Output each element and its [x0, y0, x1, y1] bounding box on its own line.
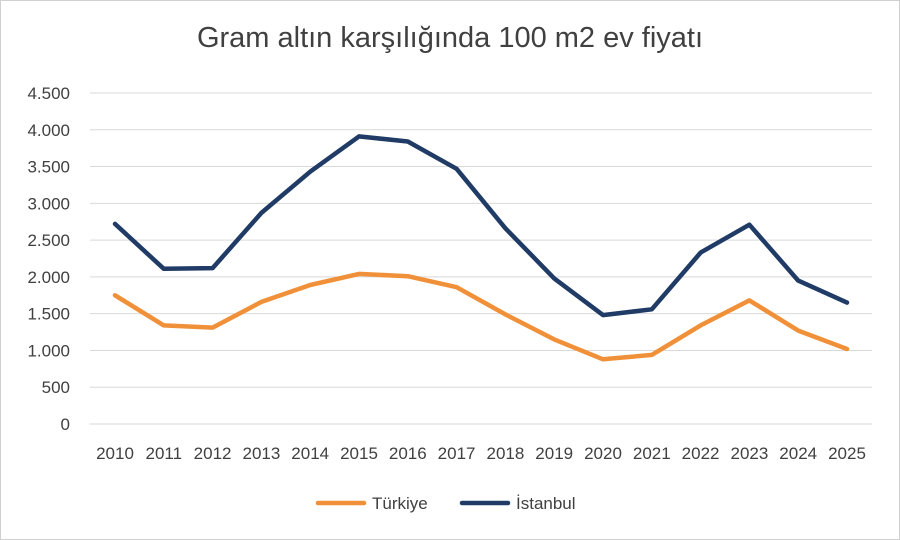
y-tick-label: 500	[42, 378, 70, 397]
x-tick-label: 2025	[828, 444, 866, 463]
x-tick-label: 2020	[584, 444, 622, 463]
series-line-türkiye	[112, 271, 850, 362]
y-tick-label: 4.500	[27, 84, 70, 103]
x-tick-label: 2021	[633, 444, 671, 463]
x-tick-label: 2013	[242, 444, 280, 463]
y-tick-label: 1.000	[27, 341, 70, 360]
y-tick-label: 3.500	[27, 158, 70, 177]
y-tick-label: 1.500	[27, 305, 70, 324]
x-tick-label: 2023	[730, 444, 768, 463]
x-tick-label: 2016	[389, 444, 427, 463]
x-tick-label: 2024	[779, 444, 817, 463]
x-tick-label: 2011	[146, 444, 183, 463]
y-tick-label: 0	[61, 415, 70, 434]
y-tick-label: 2.500	[27, 231, 70, 250]
y-tick-label: 2.000	[27, 268, 70, 287]
x-tick-label: 2018	[486, 444, 524, 463]
legend-label: İstanbul	[516, 494, 576, 513]
chart-title: Gram altın karşılığında 100 m2 ev fiyatı	[196, 22, 704, 54]
x-tick-label: 2010	[96, 444, 134, 463]
y-tick-label: 4.000	[27, 121, 70, 140]
x-tick-label: 2022	[682, 444, 720, 463]
x-tick-label: 2015	[340, 444, 378, 463]
legend-label: Türkiye	[372, 494, 428, 513]
y-tick-label: 3.000	[27, 194, 70, 213]
x-tick-label: 2012	[194, 444, 232, 463]
x-tick-label: 2014	[291, 444, 329, 463]
series-line-i̇stanbul	[112, 134, 850, 318]
x-tick-label: 2017	[438, 444, 476, 463]
x-tick-label: 2019	[535, 444, 573, 463]
